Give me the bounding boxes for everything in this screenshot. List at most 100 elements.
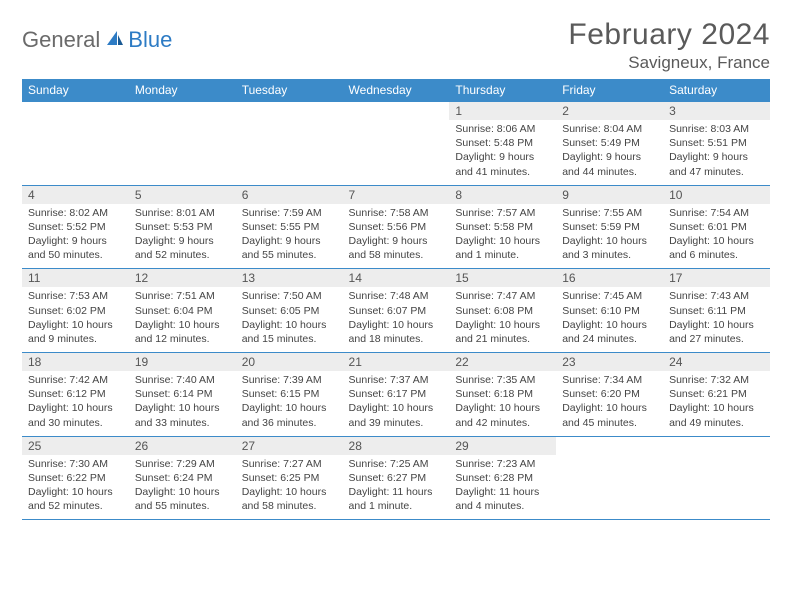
day-number [343, 102, 450, 120]
sunset-text: Sunset: 6:27 PM [349, 471, 444, 485]
sunset-text: Sunset: 5:49 PM [562, 136, 657, 150]
day-details: Sunrise: 7:32 AMSunset: 6:21 PMDaylight:… [663, 371, 770, 436]
daylight-text: Daylight: 10 hours and 12 minutes. [135, 318, 230, 346]
day-details: Sunrise: 7:30 AMSunset: 6:22 PMDaylight:… [22, 455, 129, 520]
day-number: 4 [22, 186, 129, 204]
sunset-text: Sunset: 6:10 PM [562, 304, 657, 318]
day-number [556, 437, 663, 455]
daylight-text: Daylight: 10 hours and 55 minutes. [135, 485, 230, 513]
daylight-text: Daylight: 9 hours and 55 minutes. [242, 234, 337, 262]
day-cell: 14Sunrise: 7:48 AMSunset: 6:07 PMDayligh… [343, 269, 450, 353]
month-title: February 2024 [568, 18, 770, 52]
day-details: Sunrise: 7:55 AMSunset: 5:59 PMDaylight:… [556, 204, 663, 269]
day-cell: 4Sunrise: 8:02 AMSunset: 5:52 PMDaylight… [22, 185, 129, 269]
sunrise-text: Sunrise: 7:23 AM [455, 457, 550, 471]
day-details: Sunrise: 7:45 AMSunset: 6:10 PMDaylight:… [556, 287, 663, 352]
day-cell [22, 102, 129, 186]
sunset-text: Sunset: 6:08 PM [455, 304, 550, 318]
sunrise-text: Sunrise: 7:32 AM [669, 373, 764, 387]
day-details [343, 120, 450, 182]
header: General Blue February 2024 Savigneux, Fr… [22, 18, 770, 73]
sunrise-text: Sunrise: 7:40 AM [135, 373, 230, 387]
sunrise-text: Sunrise: 7:59 AM [242, 206, 337, 220]
day-cell [663, 436, 770, 520]
daylight-text: Daylight: 11 hours and 4 minutes. [455, 485, 550, 513]
day-cell [556, 436, 663, 520]
day-number: 19 [129, 353, 236, 371]
day-header: Wednesday [343, 79, 450, 102]
sunset-text: Sunset: 6:05 PM [242, 304, 337, 318]
sunset-text: Sunset: 6:28 PM [455, 471, 550, 485]
daylight-text: Daylight: 10 hours and 1 minute. [455, 234, 550, 262]
sunset-text: Sunset: 6:11 PM [669, 304, 764, 318]
sunrise-text: Sunrise: 7:29 AM [135, 457, 230, 471]
daylight-text: Daylight: 10 hours and 15 minutes. [242, 318, 337, 346]
sunrise-text: Sunrise: 7:37 AM [349, 373, 444, 387]
sunset-text: Sunset: 6:12 PM [28, 387, 123, 401]
sunrise-text: Sunrise: 7:27 AM [242, 457, 337, 471]
day-number [22, 102, 129, 120]
sunrise-text: Sunrise: 7:55 AM [562, 206, 657, 220]
daylight-text: Daylight: 10 hours and 3 minutes. [562, 234, 657, 262]
day-number: 7 [343, 186, 450, 204]
daylight-text: Daylight: 10 hours and 52 minutes. [28, 485, 123, 513]
day-cell: 25Sunrise: 7:30 AMSunset: 6:22 PMDayligh… [22, 436, 129, 520]
sunrise-text: Sunrise: 7:51 AM [135, 289, 230, 303]
sunset-text: Sunset: 6:04 PM [135, 304, 230, 318]
day-cell [129, 102, 236, 186]
day-number: 20 [236, 353, 343, 371]
day-details: Sunrise: 7:48 AMSunset: 6:07 PMDaylight:… [343, 287, 450, 352]
daylight-text: Daylight: 10 hours and 18 minutes. [349, 318, 444, 346]
sunrise-text: Sunrise: 7:30 AM [28, 457, 123, 471]
sunrise-text: Sunrise: 7:58 AM [349, 206, 444, 220]
day-number: 25 [22, 437, 129, 455]
sunset-text: Sunset: 6:14 PM [135, 387, 230, 401]
daylight-text: Daylight: 10 hours and 36 minutes. [242, 401, 337, 429]
daylight-text: Daylight: 9 hours and 50 minutes. [28, 234, 123, 262]
sunrise-text: Sunrise: 7:25 AM [349, 457, 444, 471]
day-details: Sunrise: 7:42 AMSunset: 6:12 PMDaylight:… [22, 371, 129, 436]
daylight-text: Daylight: 9 hours and 47 minutes. [669, 150, 764, 178]
day-details: Sunrise: 7:40 AMSunset: 6:14 PMDaylight:… [129, 371, 236, 436]
calendar-table: Sunday Monday Tuesday Wednesday Thursday… [22, 79, 770, 520]
day-details: Sunrise: 7:35 AMSunset: 6:18 PMDaylight:… [449, 371, 556, 436]
daylight-text: Daylight: 10 hours and 49 minutes. [669, 401, 764, 429]
day-cell: 12Sunrise: 7:51 AMSunset: 6:04 PMDayligh… [129, 269, 236, 353]
day-number: 22 [449, 353, 556, 371]
daylight-text: Daylight: 10 hours and 21 minutes. [455, 318, 550, 346]
day-details: Sunrise: 7:23 AMSunset: 6:28 PMDaylight:… [449, 455, 556, 520]
day-details: Sunrise: 7:54 AMSunset: 6:01 PMDaylight:… [663, 204, 770, 269]
sunset-text: Sunset: 5:52 PM [28, 220, 123, 234]
sunrise-text: Sunrise: 7:43 AM [669, 289, 764, 303]
sunrise-text: Sunrise: 7:35 AM [455, 373, 550, 387]
sunset-text: Sunset: 5:58 PM [455, 220, 550, 234]
day-details: Sunrise: 8:03 AMSunset: 5:51 PMDaylight:… [663, 120, 770, 185]
day-number: 16 [556, 269, 663, 287]
sunset-text: Sunset: 6:22 PM [28, 471, 123, 485]
day-number: 15 [449, 269, 556, 287]
sunset-text: Sunset: 5:55 PM [242, 220, 337, 234]
day-details: Sunrise: 8:01 AMSunset: 5:53 PMDaylight:… [129, 204, 236, 269]
day-number [129, 102, 236, 120]
day-cell: 23Sunrise: 7:34 AMSunset: 6:20 PMDayligh… [556, 353, 663, 437]
sunrise-text: Sunrise: 8:01 AM [135, 206, 230, 220]
sunset-text: Sunset: 6:21 PM [669, 387, 764, 401]
week-row: 25Sunrise: 7:30 AMSunset: 6:22 PMDayligh… [22, 436, 770, 520]
day-cell: 24Sunrise: 7:32 AMSunset: 6:21 PMDayligh… [663, 353, 770, 437]
sunset-text: Sunset: 6:17 PM [349, 387, 444, 401]
day-number: 27 [236, 437, 343, 455]
day-cell: 22Sunrise: 7:35 AMSunset: 6:18 PMDayligh… [449, 353, 556, 437]
sunset-text: Sunset: 5:53 PM [135, 220, 230, 234]
day-details: Sunrise: 7:43 AMSunset: 6:11 PMDaylight:… [663, 287, 770, 352]
day-header: Saturday [663, 79, 770, 102]
day-cell: 3Sunrise: 8:03 AMSunset: 5:51 PMDaylight… [663, 102, 770, 186]
sunset-text: Sunset: 6:20 PM [562, 387, 657, 401]
sunrise-text: Sunrise: 7:42 AM [28, 373, 123, 387]
day-details: Sunrise: 7:27 AMSunset: 6:25 PMDaylight:… [236, 455, 343, 520]
sail-icon [104, 29, 124, 52]
day-number: 26 [129, 437, 236, 455]
week-row: 1Sunrise: 8:06 AMSunset: 5:48 PMDaylight… [22, 102, 770, 186]
sunset-text: Sunset: 6:02 PM [28, 304, 123, 318]
day-cell: 16Sunrise: 7:45 AMSunset: 6:10 PMDayligh… [556, 269, 663, 353]
sunrise-text: Sunrise: 7:53 AM [28, 289, 123, 303]
